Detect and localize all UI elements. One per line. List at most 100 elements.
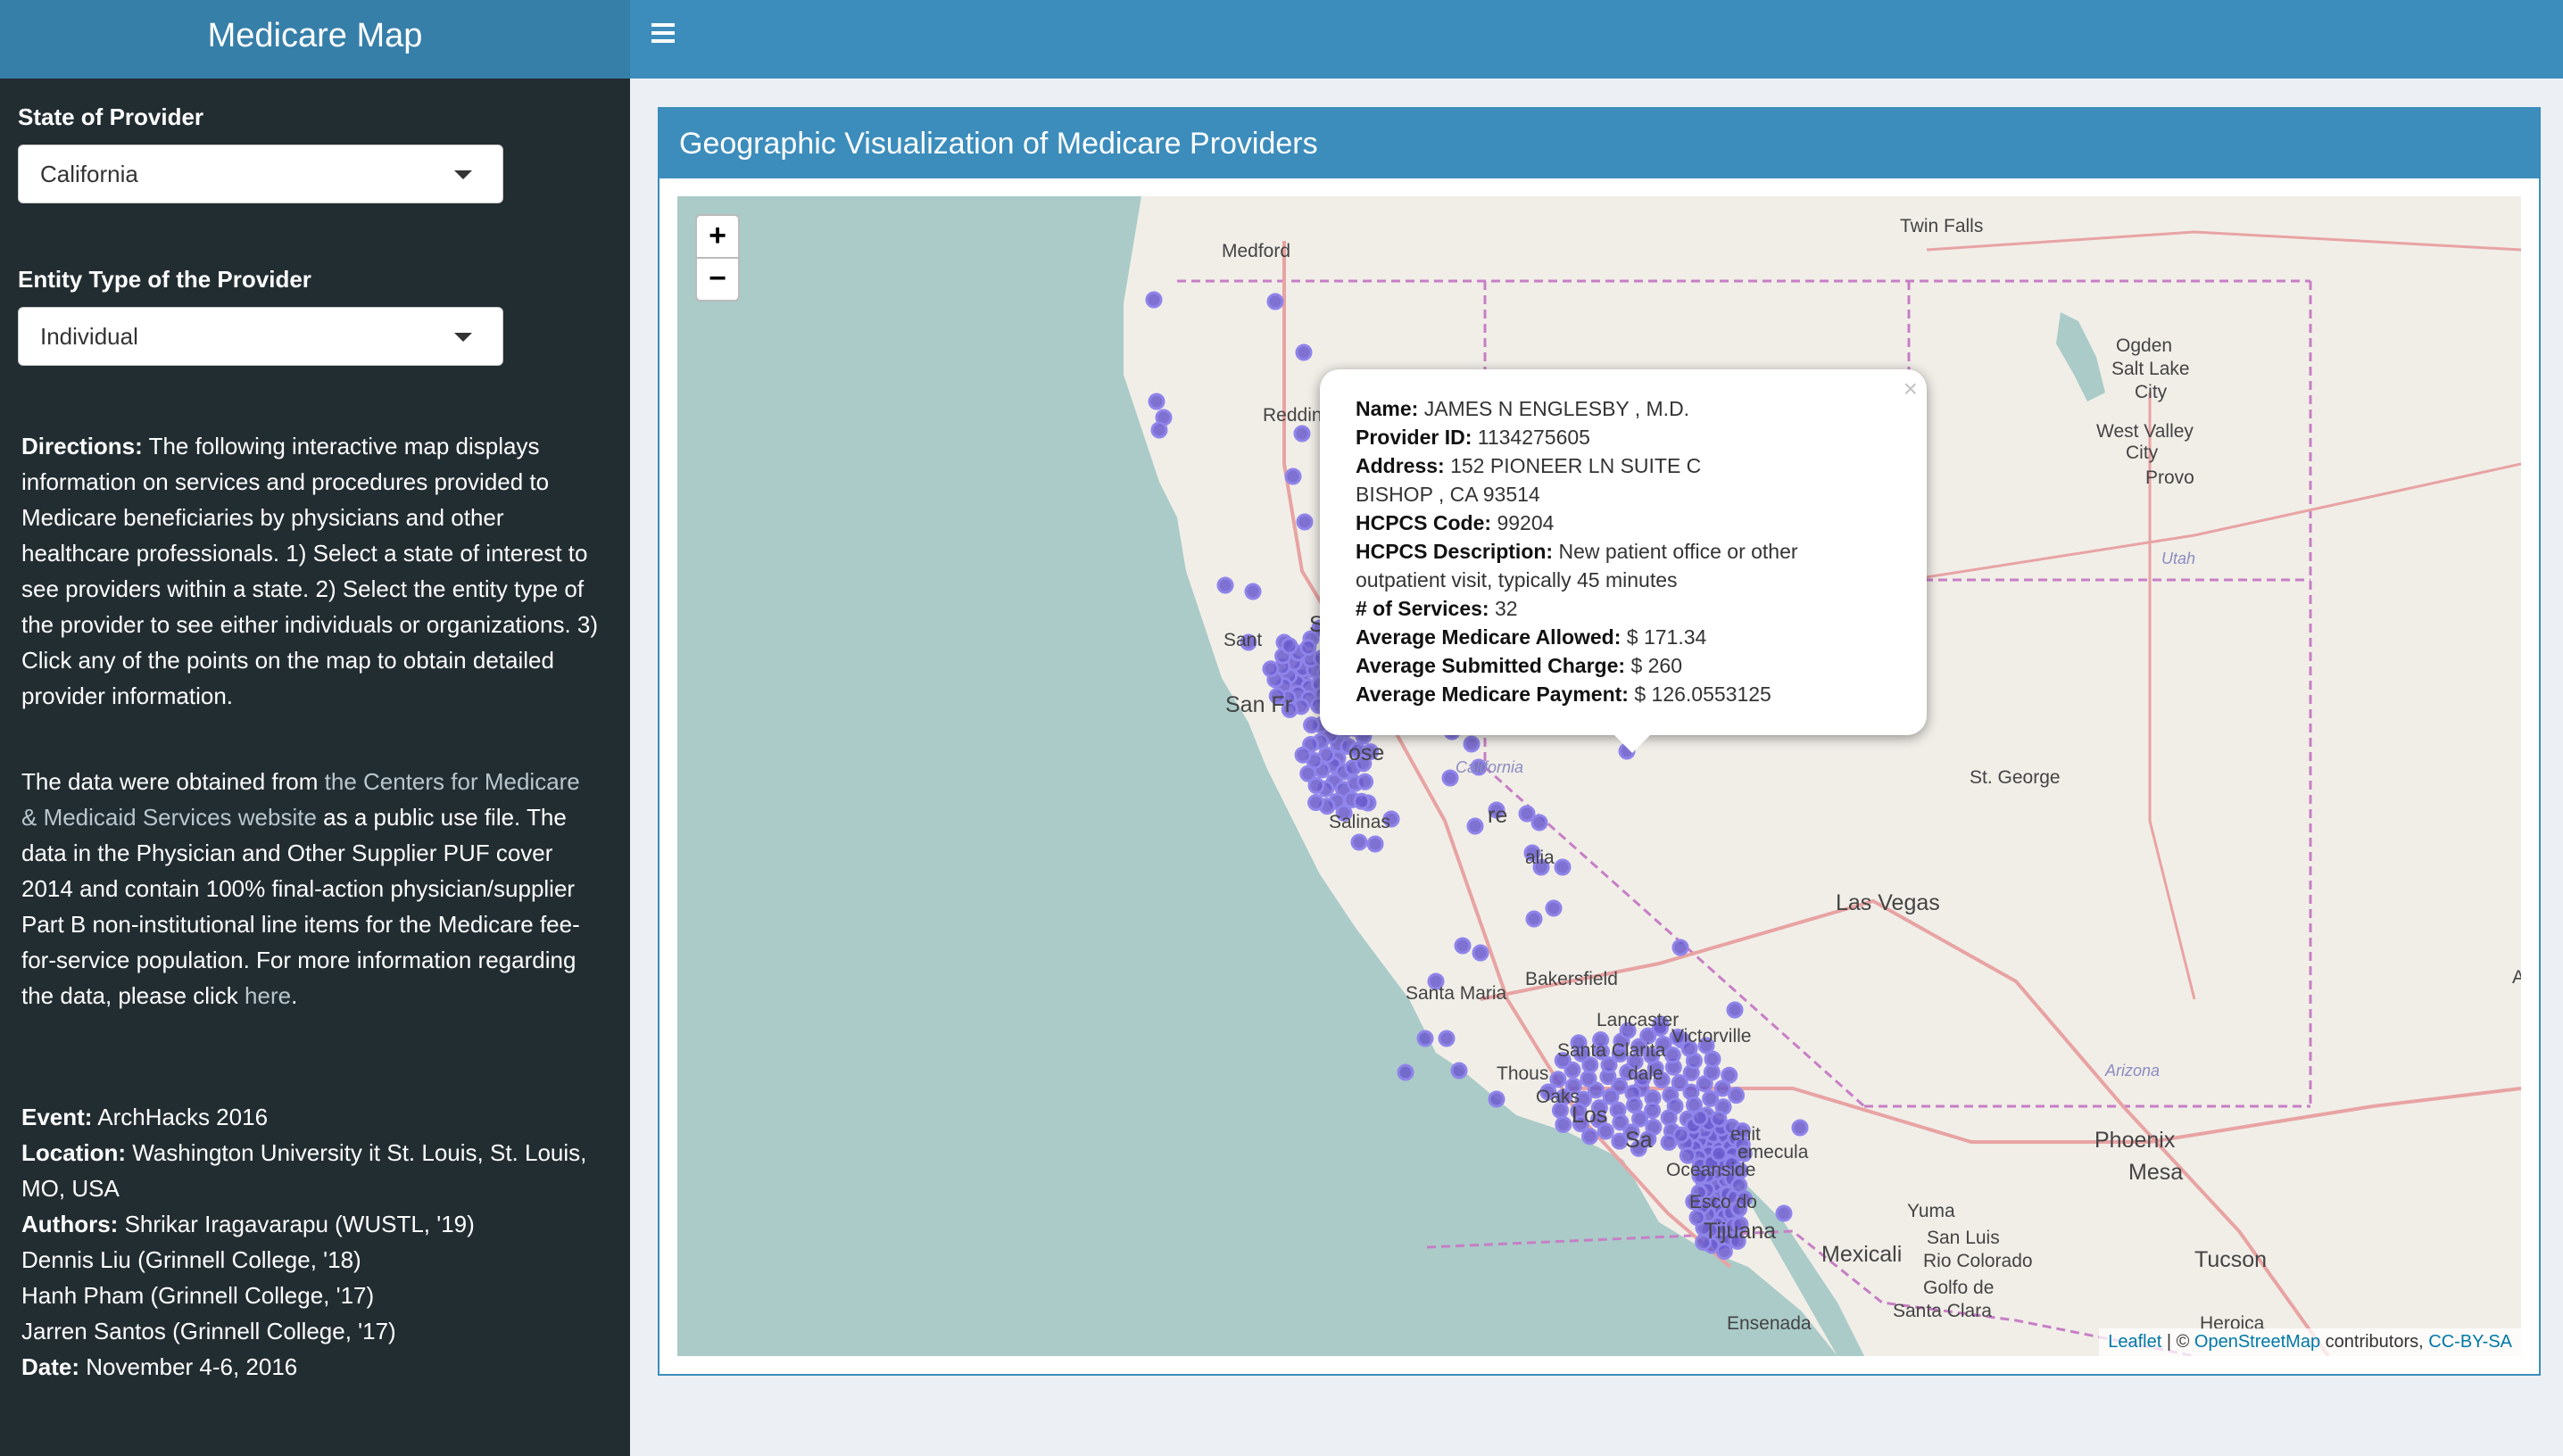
- provider-point[interactable]: [1660, 1109, 1678, 1127]
- provider-point[interactable]: [1731, 1162, 1749, 1179]
- provider-point[interactable]: [1244, 583, 1262, 600]
- provider-point[interactable]: [1639, 1027, 1657, 1045]
- provider-point[interactable]: [1441, 769, 1459, 787]
- provider-point[interactable]: [1470, 758, 1488, 776]
- provider-point[interactable]: [1466, 817, 1484, 835]
- osm-link[interactable]: OpenStreetMap: [2194, 1332, 2321, 1352]
- provider-point[interactable]: [1626, 1053, 1644, 1071]
- provider-point[interactable]: [1713, 1080, 1731, 1097]
- provider-point[interactable]: [1691, 1109, 1709, 1127]
- provider-point[interactable]: [1631, 1110, 1649, 1128]
- provider-point[interactable]: [1660, 1133, 1678, 1151]
- provider-point[interactable]: [1281, 637, 1298, 655]
- provider-point[interactable]: [1580, 1070, 1597, 1088]
- entity-select[interactable]: Individual: [18, 307, 503, 366]
- provider-point[interactable]: [1669, 1029, 1687, 1046]
- hamburger-menu-icon[interactable]: [651, 23, 675, 43]
- provider-point[interactable]: [1525, 910, 1543, 928]
- provider-point[interactable]: [1733, 1122, 1751, 1140]
- provider-point[interactable]: [1145, 291, 1163, 309]
- provider-point[interactable]: [1366, 835, 1384, 853]
- provider-point[interactable]: [1710, 1110, 1728, 1128]
- zoom-out-button[interactable]: −: [695, 257, 740, 302]
- provider-point[interactable]: [1549, 1071, 1567, 1088]
- provider-point[interactable]: [1472, 944, 1489, 962]
- provider-point[interactable]: [1523, 844, 1541, 862]
- provider-point[interactable]: [1216, 576, 1234, 594]
- leaflet-link[interactable]: Leaflet: [2108, 1332, 2162, 1352]
- provider-point[interactable]: [1554, 1052, 1572, 1070]
- provider-point[interactable]: [1262, 660, 1280, 678]
- provider-point[interactable]: [1672, 1126, 1690, 1144]
- provider-point[interactable]: [1545, 899, 1563, 917]
- here-link[interactable]: here: [245, 982, 292, 1009]
- provider-point[interactable]: [1427, 972, 1445, 990]
- cms-website-link[interactable]: the Centers for Medicare & Medicaid Serv…: [21, 768, 580, 831]
- provider-point[interactable]: [1702, 1089, 1720, 1107]
- provider-point[interactable]: [1791, 1119, 1809, 1137]
- provider-point[interactable]: [1619, 1022, 1637, 1039]
- provider-point[interactable]: [1532, 858, 1550, 876]
- provider-point[interactable]: [1266, 293, 1284, 310]
- provider-point[interactable]: [1710, 1145, 1728, 1162]
- provider-point[interactable]: [1680, 1039, 1698, 1057]
- provider-point[interactable]: [1150, 421, 1168, 439]
- provider-point[interactable]: [1735, 1145, 1753, 1162]
- provider-point[interactable]: [1611, 1077, 1629, 1095]
- provider-point[interactable]: [1644, 1102, 1662, 1120]
- provider-point[interactable]: [1438, 1030, 1456, 1047]
- provider-point[interactable]: [1488, 801, 1505, 819]
- provider-point[interactable]: [1704, 1050, 1721, 1068]
- provider-point[interactable]: [1148, 393, 1165, 410]
- provider-point[interactable]: [1643, 1046, 1661, 1064]
- provider-point[interactable]: [1554, 858, 1572, 876]
- provider-point[interactable]: [1570, 1034, 1588, 1052]
- provider-point[interactable]: [1530, 814, 1548, 831]
- provider-point[interactable]: [1630, 1038, 1648, 1055]
- provider-point[interactable]: [1307, 777, 1325, 795]
- provider-point[interactable]: [1564, 1077, 1582, 1095]
- provider-point[interactable]: [1685, 1193, 1703, 1211]
- provider-point[interactable]: [1295, 343, 1313, 361]
- provider-point[interactable]: [1602, 1088, 1620, 1105]
- provider-point[interactable]: [1572, 1115, 1589, 1133]
- provider-point[interactable]: [1728, 1087, 1746, 1104]
- provider-point[interactable]: [1679, 1146, 1696, 1164]
- provider-point[interactable]: [1581, 1056, 1599, 1074]
- provider-point[interactable]: [1518, 805, 1536, 823]
- provider-point[interactable]: [1715, 1243, 1733, 1261]
- provider-point[interactable]: [1353, 792, 1371, 810]
- provider-point[interactable]: [1655, 1036, 1672, 1054]
- provider-point[interactable]: [1296, 513, 1314, 531]
- provider-point[interactable]: [1597, 1122, 1614, 1140]
- provider-point[interactable]: [1726, 1001, 1744, 1019]
- provider-point[interactable]: [1293, 425, 1311, 443]
- zoom-in-button[interactable]: +: [695, 214, 740, 259]
- provider-point[interactable]: [1294, 746, 1312, 764]
- provider-point[interactable]: [1775, 1204, 1793, 1222]
- provider-point[interactable]: [1622, 1123, 1640, 1141]
- provider-point[interactable]: [1671, 1074, 1688, 1092]
- provider-point[interactable]: [1450, 1062, 1468, 1080]
- provider-point[interactable]: [1592, 1031, 1610, 1049]
- provider-point[interactable]: [1488, 1090, 1505, 1108]
- leaflet-map[interactable]: Medford Twin Falls Ogden Salt Lake City …: [677, 196, 2521, 1356]
- provider-point[interactable]: [1303, 716, 1321, 734]
- provider-point[interactable]: [1729, 1232, 1746, 1250]
- app-logo[interactable]: Medicare Map: [0, 0, 630, 79]
- provider-point[interactable]: [1587, 1081, 1605, 1099]
- provider-point[interactable]: [1697, 1037, 1715, 1055]
- provider-point[interactable]: [1581, 1128, 1599, 1146]
- provider-point[interactable]: [1688, 1209, 1706, 1227]
- state-select[interactable]: California: [18, 145, 503, 203]
- provider-point[interactable]: [1555, 1116, 1572, 1134]
- provider-point[interactable]: [1633, 1070, 1651, 1088]
- provider-point[interactable]: [1362, 743, 1380, 761]
- license-link[interactable]: CC-BY-SA: [2428, 1332, 2512, 1352]
- provider-point[interactable]: [1691, 1167, 1709, 1185]
- provider-point[interactable]: [1281, 700, 1298, 718]
- provider-point[interactable]: [1299, 639, 1317, 657]
- provider-point[interactable]: [1630, 1139, 1647, 1157]
- provider-point[interactable]: [1307, 794, 1325, 812]
- provider-point[interactable]: [1454, 937, 1472, 955]
